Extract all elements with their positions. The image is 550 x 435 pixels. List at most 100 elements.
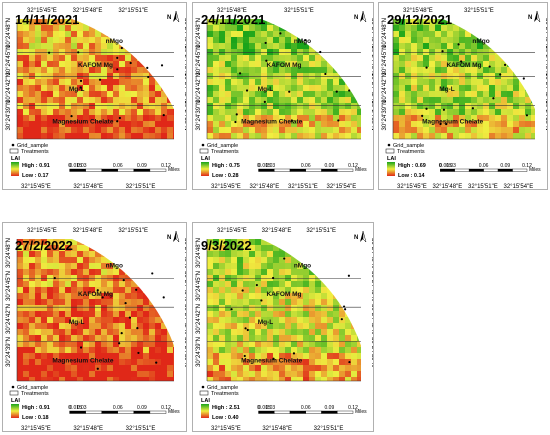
grid-sample-point (264, 41, 267, 45)
lat-tick: 30°24'45"N (382, 45, 388, 75)
grid-sample-point (421, 114, 424, 117)
scale-tick: 0.015 (258, 405, 271, 411)
grid-sample-point (120, 46, 123, 50)
bottom-tick: 32°15'54"E (504, 184, 534, 190)
scale-tick: 0.03 (446, 163, 456, 169)
legend-low: Low : 0.18 (22, 415, 49, 421)
lat-ticks-right: 30°24'48"N30°24'45"N30°24'42"N30°24'39"N (544, 18, 548, 131)
treatment-label: Magnesium Chelate (241, 358, 302, 365)
grid-sample-point (342, 305, 346, 308)
bottom-tick: 32°15'48"E (433, 184, 463, 190)
treatment-label: KAFOM Mg (78, 291, 113, 298)
north-arrow-icon: N (354, 230, 367, 243)
scale-tick: 0.06 (301, 163, 311, 169)
scale-tick: 0.09 (500, 163, 510, 169)
grid-sample-point (155, 361, 158, 364)
grid-sample-point (77, 51, 80, 54)
treatment-label: KAFOM Mg (78, 62, 113, 69)
grid-sample-point (128, 316, 131, 319)
grid-samples-5 (230, 257, 351, 364)
grid-sample-point (101, 296, 104, 299)
top-tick: 32°15'45"E (27, 228, 57, 234)
north-label: N (354, 15, 358, 21)
grid-sample-point (457, 43, 460, 46)
legend-high: High : 0.69 (398, 163, 426, 169)
lat-tick: 30°24'39"N (6, 337, 12, 367)
grid-sample-point (53, 276, 56, 280)
north-label: N (167, 235, 171, 241)
legend-low: Low : 0.14 (398, 173, 426, 179)
top-tick: 32°15'48"E (73, 228, 103, 234)
grid-sample-point (79, 86, 82, 89)
scale-tick: 0.03 (77, 405, 87, 411)
grid-sample-point (79, 79, 83, 82)
legend-treatments: Treatments (21, 149, 49, 155)
grid-samples-4 (53, 272, 165, 370)
grid-sample-point (272, 357, 275, 360)
legend-grid-sample: Grid_sample (207, 385, 238, 391)
treatment-label: Mg-L (69, 319, 85, 326)
grid-samples-3 (421, 43, 529, 126)
bottom-tick: 32°15'45"E (21, 184, 51, 190)
bottom-tick: 32°15'45"E (211, 184, 241, 190)
grid-sample-point (246, 328, 249, 332)
grid-sample-point (243, 354, 246, 358)
grid-sample-point (230, 308, 233, 311)
legend-grid-sample: Grid_sample (393, 143, 424, 149)
legend-treatments: Treatments (397, 149, 425, 155)
grid-samples-1 (47, 46, 165, 123)
grid-sample-point (439, 122, 442, 126)
grid-sample-point (137, 351, 140, 355)
bottom-tick: 32°15'45"E (21, 426, 51, 432)
scale-tick: 0.09 (325, 163, 335, 169)
legend-high: High : 0.91 (22, 163, 50, 169)
north-label: N (354, 235, 358, 241)
panel-date: 27/2/2022 (15, 238, 73, 253)
top-tick: 32°15'48"E (262, 228, 292, 234)
lat-tick: 30°24'39"N (6, 100, 12, 130)
panel-date: 29/12/2021 (387, 12, 452, 27)
scale-tick: 0.09 (137, 163, 147, 169)
scale-tick: 0 (439, 163, 442, 169)
lat-tick: 30°24'39"N (370, 100, 374, 130)
lat-tick: 30°24'48"N (196, 18, 202, 48)
grid-sample-point (241, 289, 244, 292)
treatment-label: KAFOM Mg (446, 62, 481, 69)
lat-tick: 30°24'45"N (370, 271, 374, 301)
lat-tick: 30°24'45"N (544, 45, 548, 75)
lat-tick: 30°24'42"N (183, 304, 187, 334)
north-label: N (528, 15, 532, 21)
map-1-svg: nMgo KAFOM Mg Mg-L Magnesium Chelate 14/11/… (6, 8, 186, 190)
legend-lai: LAI (201, 398, 210, 404)
map-panel-2: nMgo KAFOM Mg Mg-L Magnesium Chelate 24/11/… (192, 2, 374, 190)
grid-sample-point (234, 120, 237, 124)
grid-sample-point (244, 327, 247, 330)
legend-treatments: Treatments (21, 391, 49, 397)
lat-tick: 30°24'42"N (6, 73, 12, 103)
lat-ticks-left: 30°24'48"N30°24'45"N30°24'42"N30°24'39"N (196, 18, 202, 131)
lat-tick: 30°24'42"N (370, 73, 374, 103)
grid-sample-point (347, 274, 351, 277)
scale-unit: Miles (529, 167, 541, 173)
lat-tick: 30°24'48"N (370, 238, 374, 268)
lat-tick: 30°24'48"N (6, 18, 12, 48)
grid-sample-point (122, 279, 125, 282)
grid-sample-point (348, 89, 351, 92)
grid-sample-point (162, 114, 165, 117)
grid-sample-point (79, 346, 83, 349)
top-tick: 32°15'48"E (403, 8, 433, 14)
north-arrow-icon: N (528, 10, 541, 23)
legend-low: Low : 0.28 (212, 173, 239, 179)
grid-sample-point (425, 66, 428, 69)
grid-samples-2 (234, 32, 351, 124)
scale-unit: Miles (355, 409, 367, 415)
map-panel-1: nMgo KAFOM Mg Mg-L Magnesium Chelate 14/11/… (2, 2, 187, 190)
scale-tick: 0.12 (161, 405, 171, 411)
grid-sample-point (304, 39, 307, 42)
scale-tick: 0.12 (348, 405, 358, 411)
lat-tick: 30°24'39"N (183, 337, 187, 367)
lat-tick: 30°24'39"N (544, 100, 548, 130)
